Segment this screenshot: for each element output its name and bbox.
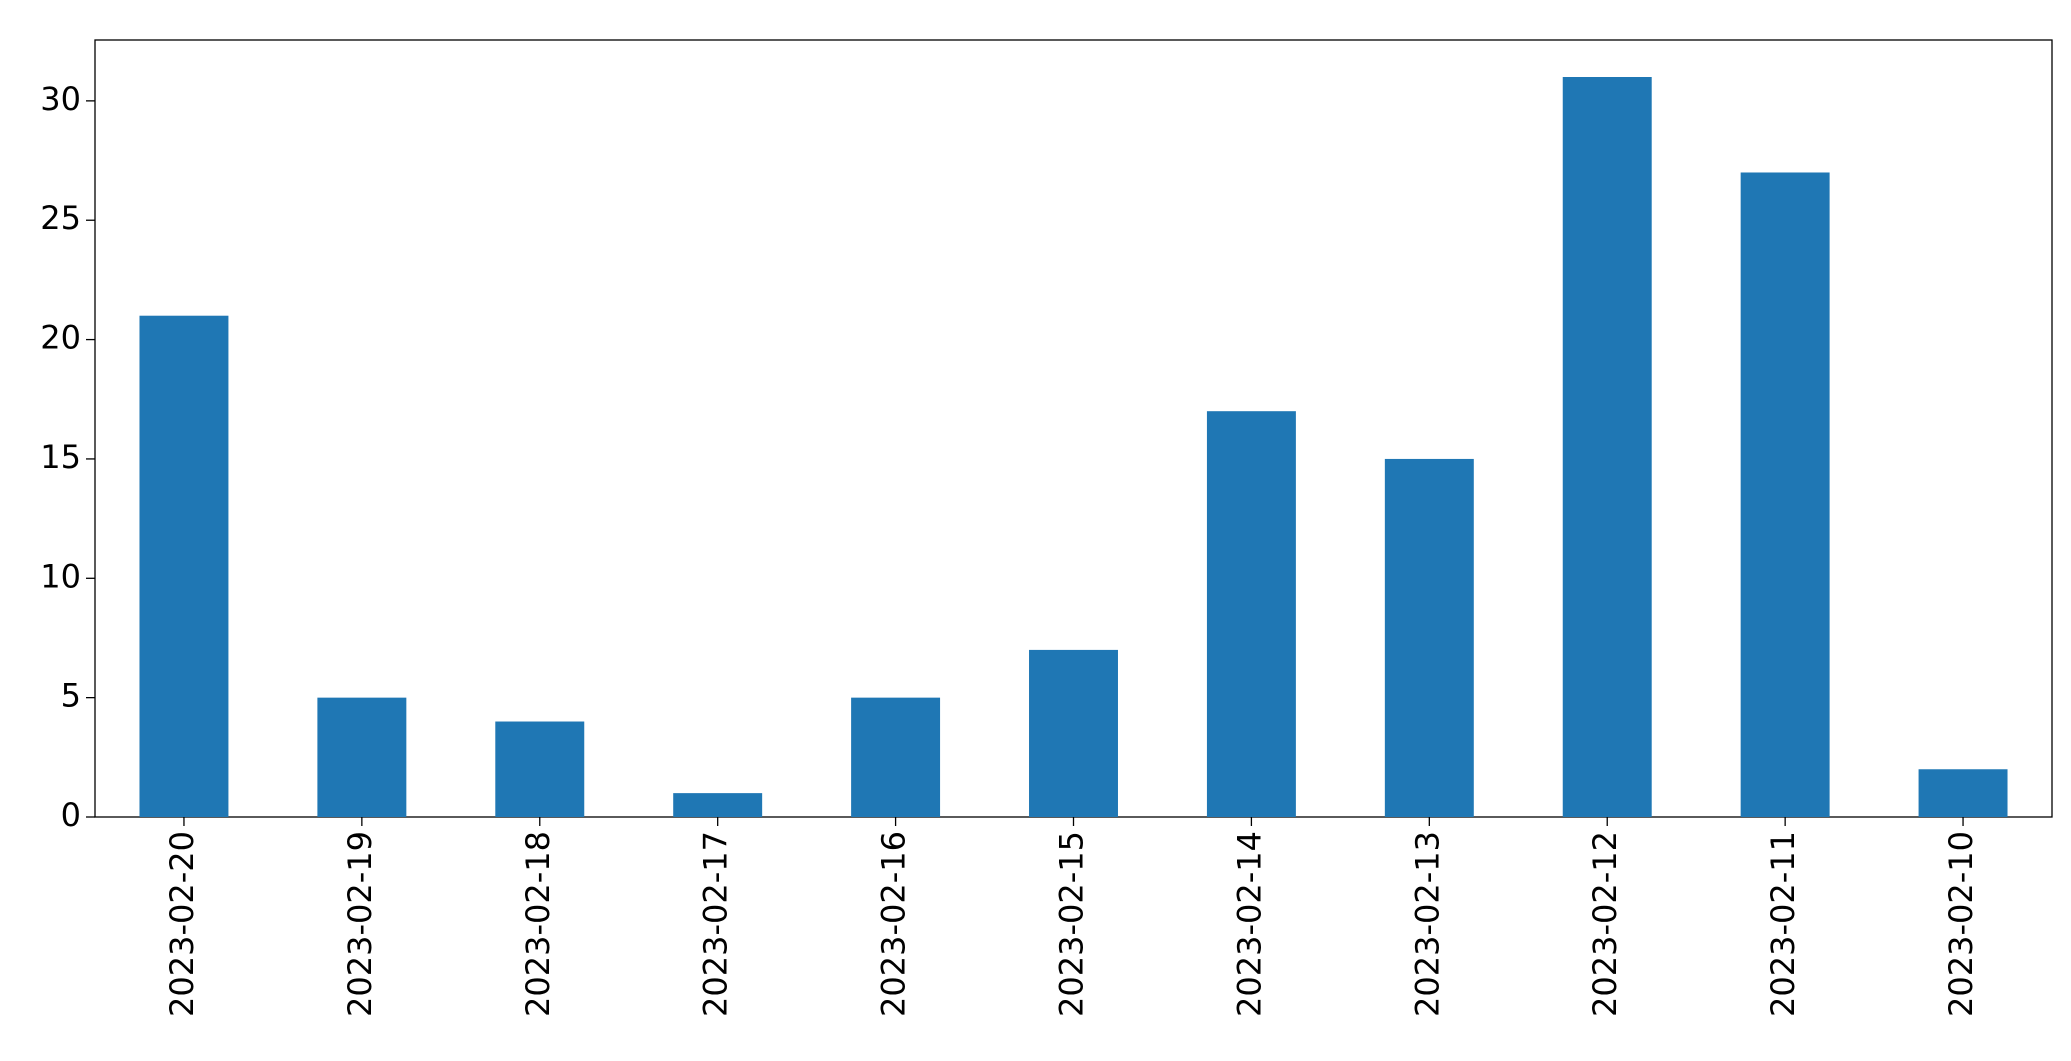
bar — [1029, 649, 1118, 817]
x-tick-label: 2023-02-17 — [697, 831, 735, 1017]
bar — [673, 793, 763, 817]
bar — [1206, 411, 1296, 817]
x-tick-label: 2023-02-20 — [163, 831, 201, 1017]
bar — [1562, 77, 1652, 817]
x-tick-label: 2023-02-18 — [519, 831, 557, 1017]
y-tick-label: 5 — [61, 677, 81, 715]
x-tick-label: 2023-02-11 — [1764, 831, 1802, 1017]
bar — [1384, 458, 1474, 817]
x-tick-label: 2023-02-14 — [1230, 831, 1268, 1017]
y-tick-label: 25 — [40, 199, 81, 237]
bar — [495, 721, 585, 817]
y-tick-label: 15 — [40, 438, 81, 476]
bar — [851, 697, 941, 817]
x-tick-label: 2023-02-16 — [875, 831, 913, 1017]
bar — [317, 697, 407, 817]
bar — [1740, 172, 1830, 817]
x-tick-label: 2023-02-10 — [1942, 831, 1980, 1017]
bar — [139, 315, 229, 817]
y-tick-label: 10 — [40, 557, 81, 595]
x-tick-label: 2023-02-15 — [1053, 831, 1091, 1017]
y-tick-label: 20 — [40, 319, 81, 357]
bar — [1918, 769, 2008, 817]
x-tick-label: 2023-02-13 — [1408, 831, 1446, 1017]
y-tick-label: 30 — [40, 80, 81, 118]
x-tick-label: 2023-02-19 — [341, 831, 379, 1017]
x-tick-label: 2023-02-12 — [1586, 831, 1624, 1017]
y-tick-label: 0 — [61, 796, 81, 834]
